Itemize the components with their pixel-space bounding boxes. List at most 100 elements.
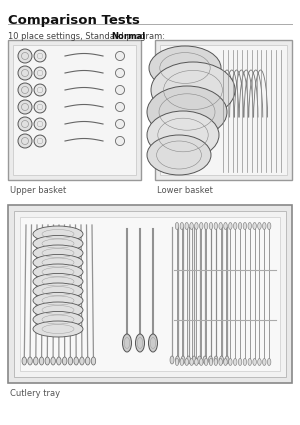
- Circle shape: [116, 136, 124, 145]
- Circle shape: [34, 101, 46, 113]
- Ellipse shape: [28, 357, 32, 365]
- Ellipse shape: [68, 357, 73, 365]
- Ellipse shape: [219, 223, 222, 230]
- Ellipse shape: [229, 359, 232, 366]
- Ellipse shape: [200, 223, 203, 230]
- Ellipse shape: [176, 356, 179, 364]
- Ellipse shape: [33, 312, 83, 328]
- Circle shape: [18, 83, 32, 97]
- Bar: [155, 40, 292, 180]
- Ellipse shape: [197, 356, 202, 364]
- Ellipse shape: [262, 223, 266, 230]
- Ellipse shape: [33, 302, 83, 318]
- Ellipse shape: [219, 359, 222, 366]
- Ellipse shape: [214, 356, 218, 364]
- Ellipse shape: [33, 226, 83, 242]
- Ellipse shape: [33, 283, 83, 299]
- Circle shape: [116, 119, 124, 128]
- Ellipse shape: [214, 223, 218, 230]
- Ellipse shape: [262, 359, 266, 366]
- Ellipse shape: [204, 223, 208, 230]
- Ellipse shape: [170, 356, 174, 364]
- Ellipse shape: [180, 359, 184, 366]
- Ellipse shape: [147, 135, 211, 175]
- Ellipse shape: [253, 359, 256, 366]
- Ellipse shape: [233, 223, 237, 230]
- Ellipse shape: [45, 357, 50, 365]
- Ellipse shape: [180, 223, 184, 230]
- Ellipse shape: [148, 334, 158, 352]
- Ellipse shape: [33, 274, 83, 289]
- Circle shape: [116, 102, 124, 111]
- Ellipse shape: [91, 357, 96, 365]
- Ellipse shape: [203, 356, 207, 364]
- Circle shape: [116, 68, 124, 77]
- Ellipse shape: [80, 357, 84, 365]
- Ellipse shape: [51, 357, 56, 365]
- Ellipse shape: [192, 356, 196, 364]
- Ellipse shape: [147, 86, 227, 138]
- Ellipse shape: [187, 356, 190, 364]
- Ellipse shape: [248, 359, 251, 366]
- Circle shape: [34, 67, 46, 79]
- Ellipse shape: [33, 292, 83, 309]
- Ellipse shape: [258, 223, 261, 230]
- Ellipse shape: [204, 359, 208, 366]
- Bar: [8, 40, 141, 180]
- Bar: [160, 45, 287, 175]
- Ellipse shape: [229, 223, 232, 230]
- Ellipse shape: [195, 359, 198, 366]
- Ellipse shape: [185, 223, 188, 230]
- Ellipse shape: [190, 359, 193, 366]
- Ellipse shape: [208, 356, 212, 364]
- Circle shape: [18, 117, 32, 131]
- Circle shape: [34, 135, 46, 147]
- Ellipse shape: [233, 359, 237, 366]
- Ellipse shape: [57, 357, 61, 365]
- Ellipse shape: [238, 359, 242, 366]
- Ellipse shape: [74, 357, 78, 365]
- Circle shape: [34, 118, 46, 130]
- Ellipse shape: [33, 235, 83, 252]
- Text: Normal: Normal: [111, 32, 145, 41]
- Circle shape: [34, 84, 46, 96]
- Ellipse shape: [224, 223, 227, 230]
- Circle shape: [18, 66, 32, 80]
- Ellipse shape: [149, 46, 221, 90]
- Ellipse shape: [122, 334, 131, 352]
- Ellipse shape: [181, 356, 185, 364]
- Ellipse shape: [248, 223, 251, 230]
- Ellipse shape: [33, 321, 83, 337]
- Ellipse shape: [200, 359, 203, 366]
- Bar: [20, 217, 280, 371]
- Text: Lower basket: Lower basket: [157, 186, 213, 195]
- Ellipse shape: [39, 357, 44, 365]
- Ellipse shape: [253, 223, 256, 230]
- Ellipse shape: [33, 245, 83, 261]
- Ellipse shape: [224, 359, 227, 366]
- Circle shape: [18, 49, 32, 63]
- Ellipse shape: [34, 357, 38, 365]
- Ellipse shape: [258, 359, 261, 366]
- Ellipse shape: [85, 357, 90, 365]
- Ellipse shape: [220, 356, 224, 364]
- Text: Upper basket: Upper basket: [10, 186, 66, 195]
- Circle shape: [18, 134, 32, 148]
- Ellipse shape: [33, 255, 83, 270]
- Bar: [14, 211, 286, 377]
- Ellipse shape: [33, 264, 83, 280]
- Ellipse shape: [147, 111, 219, 159]
- Ellipse shape: [151, 62, 235, 118]
- Ellipse shape: [225, 356, 229, 364]
- Ellipse shape: [22, 357, 26, 365]
- Ellipse shape: [243, 223, 247, 230]
- Ellipse shape: [195, 223, 198, 230]
- Text: Comparison Tests: Comparison Tests: [8, 14, 140, 27]
- Ellipse shape: [243, 359, 247, 366]
- Bar: [8, 205, 292, 383]
- Text: 10 place settings, Standard program:: 10 place settings, Standard program:: [8, 32, 168, 41]
- Ellipse shape: [267, 223, 271, 230]
- Circle shape: [18, 100, 32, 114]
- Ellipse shape: [185, 359, 188, 366]
- Ellipse shape: [175, 223, 179, 230]
